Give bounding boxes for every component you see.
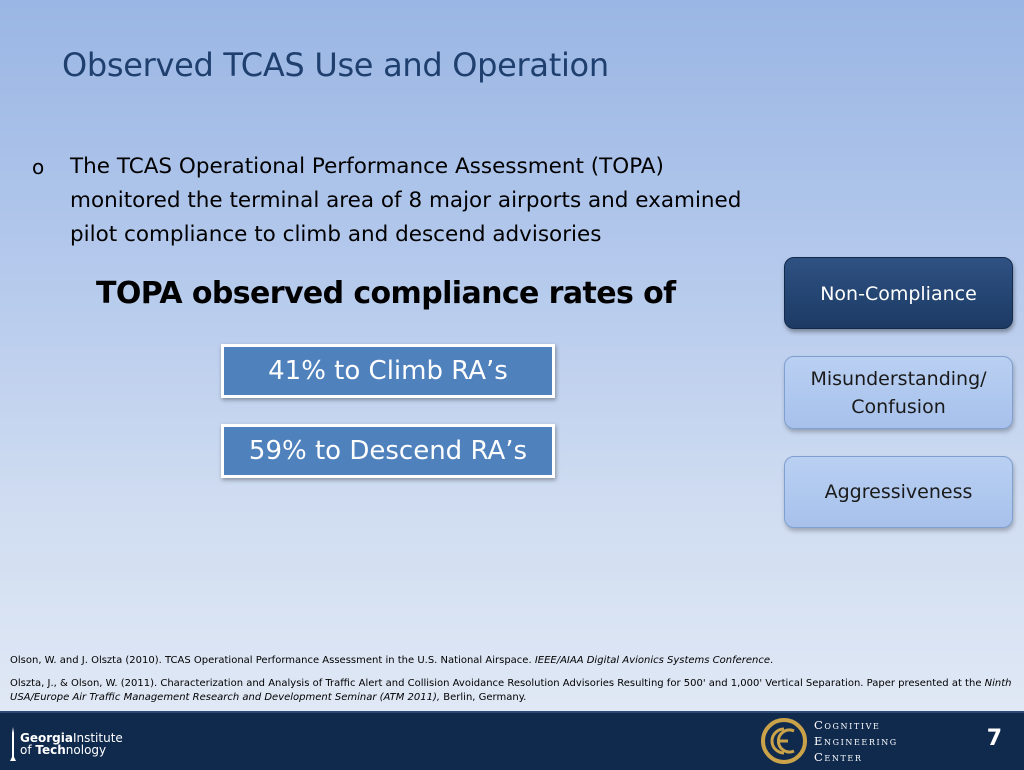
bullet-text: The TCAS Operational Performance Assessm… — [70, 154, 742, 247]
misunderstanding-label: Misunderstanding/ Confusion — [810, 367, 987, 418]
footer-bar: GeorgiaInstitute of Technology Cognitive… — [0, 711, 1024, 770]
page-number: 7 — [986, 726, 1002, 751]
slide-title: Observed TCAS Use and Operation — [62, 46, 609, 84]
gt-logo-of: of — [20, 743, 36, 757]
cec-line-3: Center — [814, 750, 863, 764]
cec-line-2: Engineering — [814, 734, 898, 748]
climb-rate-label: 41% to Climb RA’s — [224, 347, 552, 395]
gt-logo-tech: Tech — [35, 743, 66, 757]
reference-1-text: Olson, W. and J. Olszta (2010). TCAS Ope… — [10, 655, 535, 666]
georgia-tech-logo: GeorgiaInstitute of Technology — [10, 727, 123, 761]
cec-line-1: Cognitive — [814, 718, 881, 732]
descend-rate-label: 59% to Descend RA’s — [224, 427, 552, 475]
descend-rate-box: 59% to Descend RA’s — [221, 424, 555, 478]
tower-icon — [10, 727, 16, 761]
cec-emblem-icon — [761, 718, 807, 764]
reference-1: Olson, W. and J. Olszta (2010). TCAS Ope… — [10, 654, 1018, 668]
reference-1-tail: . — [770, 655, 774, 666]
aggressiveness-label: Aggressiveness — [824, 481, 973, 503]
climb-rate-box: 41% to Climb RA’s — [221, 344, 555, 398]
reference-2: Olszta, J., & Olson, W. (2011). Characte… — [10, 677, 1018, 705]
non-compliance-button[interactable]: Non-Compliance — [784, 257, 1013, 329]
reference-2-tail: Berlin, Germany. — [440, 692, 527, 703]
reference-1-venue: IEEE/AIAA Digital Avionics Systems Confe… — [534, 655, 771, 666]
misunderstanding-button[interactable]: Misunderstanding/ Confusion — [784, 356, 1013, 429]
cognitive-engineering-center-logo: Cognitive Engineering Center — [758, 717, 898, 765]
gt-logo-nology: nology — [65, 743, 107, 757]
bullet-point: o The TCAS Operational Performance Asses… — [30, 150, 770, 252]
non-compliance-label: Non-Compliance — [820, 283, 977, 305]
reference-2-venue: Ninth USA/Europe Air Traffic Management … — [10, 678, 1012, 703]
bullet-marker: o — [32, 155, 45, 179]
references: Olson, W. and J. Olszta (2010). TCAS Ope… — [10, 654, 1018, 714]
compliance-subheading: TOPA observed compliance rates of — [96, 276, 676, 311]
reference-2-text: Olszta, J., & Olson, W. (2011). Characte… — [10, 678, 985, 689]
gt-logo-georgia: Georgia — [20, 731, 73, 745]
gt-logo-institute: Institute — [72, 731, 123, 745]
aggressiveness-button[interactable]: Aggressiveness — [784, 456, 1013, 528]
